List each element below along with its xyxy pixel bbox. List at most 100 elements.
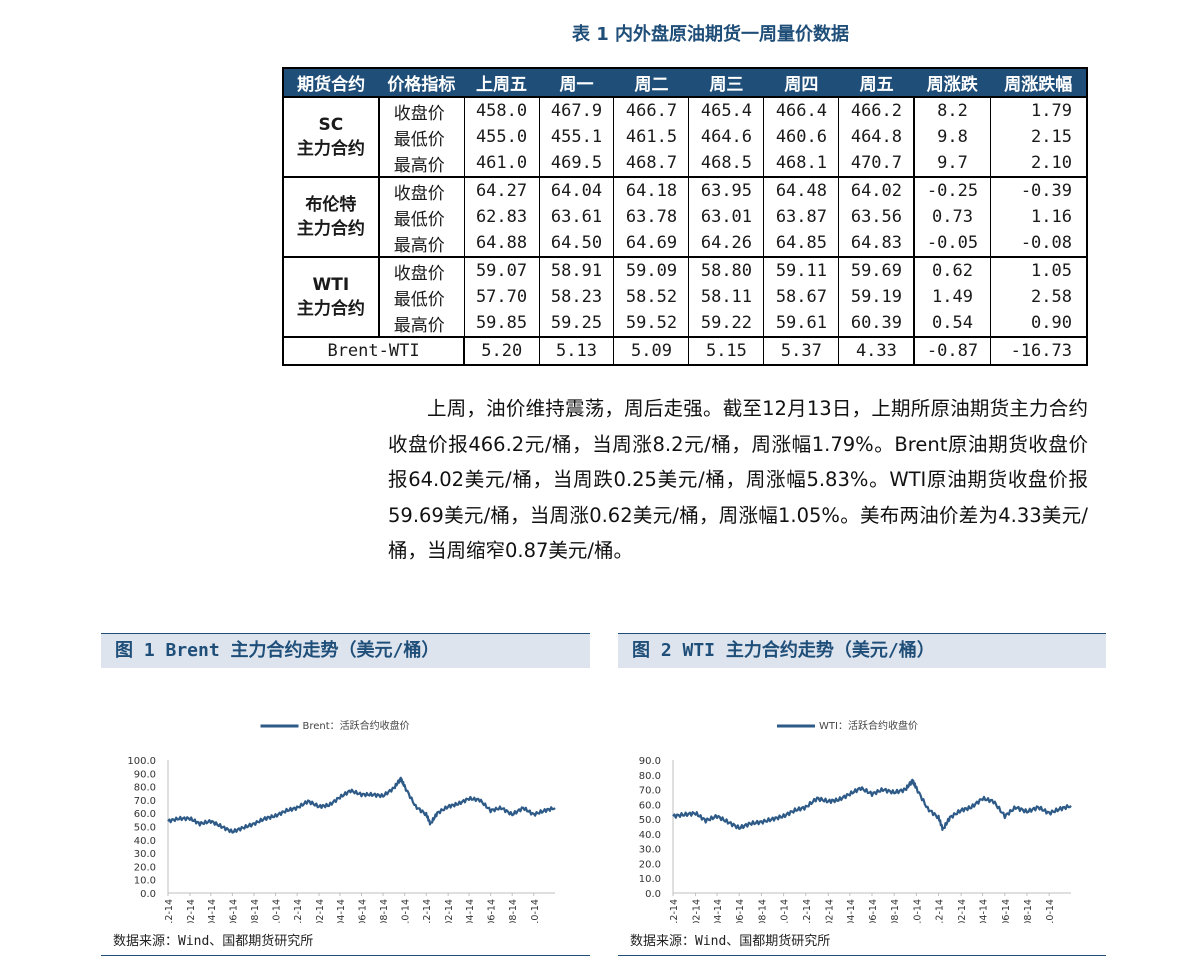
price-cell: 455.0 xyxy=(463,124,540,150)
x-tick-label: 2017-06-14 xyxy=(735,899,746,923)
change-cell: 8.2 xyxy=(913,96,991,124)
header-cell: 期货合约 xyxy=(282,67,380,98)
price-cell: 466.4 xyxy=(763,96,840,124)
table-row: 最高价 461.0 469.5 468.7 468.5 468.1 470.7 9.7 2.10 xyxy=(283,150,1088,178)
price-cell: 57.70 xyxy=(463,284,540,310)
x-tick-label: 2019-02-14 xyxy=(444,899,455,923)
change-pct-cell: 1.05 xyxy=(989,256,1088,284)
contract-name-cell: WTI 主力合约 xyxy=(282,256,380,338)
y-tick-label: 10.0 xyxy=(639,874,661,885)
change-cell: 0.73 xyxy=(913,204,991,230)
y-tick-label: 50.0 xyxy=(639,815,661,826)
series-line-0 xyxy=(167,776,556,834)
brent-line-chart: Brent：活跃合约收盘价 100.0 90.0 80.0 70.0 60.0 50.0 40… xyxy=(127,719,556,954)
price-cell: 63.87 xyxy=(763,204,840,230)
price-cell: 468.7 xyxy=(613,150,690,178)
spread-value-cell: 5.09 xyxy=(613,336,690,366)
contract-name-line2: 主力合约 xyxy=(296,219,365,239)
x-tick-label: 2017-12-14 xyxy=(293,899,304,923)
legend-label: WTI：活跃合约收盘价 xyxy=(819,719,918,732)
table-header-row: 期货合约 价格指标 上周五 周一 周二 周三 周四 周五 周涨跌 周涨跌幅 xyxy=(282,67,1088,98)
indicator-cell: 最高价 xyxy=(378,310,465,338)
figure-source: 数据来源：Wind、国都期货研究所 xyxy=(630,934,831,949)
price-cell: 59.11 xyxy=(763,256,840,284)
price-cell: 64.50 xyxy=(538,230,615,258)
y-tick-label: 20.0 xyxy=(134,862,156,873)
price-cell: 467.9 xyxy=(538,96,615,124)
price-cell: 59.52 xyxy=(613,310,690,338)
table-row: 最高价 64.88 64.50 64.69 64.26 64.85 64.83 -0.05 -0… xyxy=(283,230,1088,258)
price-cell: 59.09 xyxy=(613,256,690,284)
x-tick-label: 2018-08-14 xyxy=(379,899,390,923)
x-tick-label: 2017-12-14 xyxy=(802,899,813,923)
x-tick-label: 2017-06-14 xyxy=(228,899,239,923)
price-cell: 464.6 xyxy=(688,124,765,150)
figure-divider xyxy=(618,955,1106,956)
price-cell: 63.01 xyxy=(688,204,765,230)
x-tick-label: 2019-02-14 xyxy=(957,899,968,923)
price-cell: 58.91 xyxy=(538,256,615,284)
spread-value-cell: 5.37 xyxy=(763,336,840,366)
x-tick-label: 2019-10-14 xyxy=(1045,899,1056,923)
change-cell: 0.54 xyxy=(913,310,991,338)
y-tick-label: 100.0 xyxy=(127,756,156,767)
price-cell: 59.69 xyxy=(838,256,915,284)
y-tick-label: 10.0 xyxy=(134,876,156,887)
header-cell: 周三 xyxy=(688,67,765,98)
header-cell: 价格指标 xyxy=(378,67,465,98)
table-row: 最低价 57.70 58.23 58.52 58.11 58.67 59.19 1.49 2.5… xyxy=(283,284,1088,310)
indicator-cell: 最低价 xyxy=(378,284,465,310)
price-cell: 455.1 xyxy=(538,124,615,150)
indicator-cell: 最低价 xyxy=(378,204,465,230)
wti-line-chart: WTI：活跃合约收盘价 90.0 80.0 70.0 60.0 50.0 40.0 30.0 2… xyxy=(639,719,1072,954)
x-tick-label: 2017-02-14 xyxy=(186,899,197,923)
indicator-cell: 最高价 xyxy=(378,150,465,178)
price-cell: 64.48 xyxy=(763,176,840,204)
price-cell: 469.5 xyxy=(538,150,615,178)
price-cell: 468.5 xyxy=(688,150,765,178)
indicator-cell: 收盘价 xyxy=(378,176,465,204)
table-row: WTI 主力合约 收盘价 59.07 58.91 59.09 58.80 59.11 59.69… xyxy=(282,256,1088,338)
change-pct-cell: 2.15 xyxy=(989,124,1088,150)
table-caption: 表 1 内外盘原油期货一周量价数据 xyxy=(571,24,850,45)
price-cell: 59.85 xyxy=(463,310,540,338)
price-cell: 59.61 xyxy=(763,310,840,338)
price-cell: 64.26 xyxy=(688,230,765,258)
x-tick-label: 2019-06-14 xyxy=(487,899,498,923)
header-cell: 周涨跌 xyxy=(913,67,991,98)
contract-name-cell: SC 主力合约 xyxy=(282,96,380,178)
y-tick-label: 80.0 xyxy=(639,771,661,782)
price-cell: 464.8 xyxy=(838,124,915,150)
change-cell: 9.7 xyxy=(913,150,991,178)
x-tick-label: 2018-04-14 xyxy=(336,899,347,923)
x-tick-label: 2017-02-14 xyxy=(692,899,703,923)
y-tick-label: 70.0 xyxy=(639,786,661,797)
price-cell: 64.83 xyxy=(838,230,915,258)
figure-wti: 图 2 WTI 主力合约走势（美元/桶） WTI：活跃合约收盘价 90.0 80.0… xyxy=(618,633,1106,956)
indicator-cell: 收盘价 xyxy=(378,96,465,124)
price-cell: 58.11 xyxy=(688,284,765,310)
contract-name-line2: 主力合约 xyxy=(296,139,365,159)
header-cell: 上周五 xyxy=(463,67,540,98)
price-cell: 461.0 xyxy=(463,150,540,178)
indicator-cell: 收盘价 xyxy=(378,256,465,284)
table-row: SC 主力合约 收盘价 458.0 467.9 466.7 465.4 466.4 466.2 8… xyxy=(282,96,1088,178)
price-cell: 461.5 xyxy=(613,124,690,150)
x-tick-label: 2018-12-14 xyxy=(935,899,946,923)
x-tick-label: 2019-04-14 xyxy=(979,899,990,923)
change-cell: 1.49 xyxy=(913,284,991,310)
y-tick-label: 0.0 xyxy=(140,889,156,900)
change-cell: 0.62 xyxy=(913,256,991,284)
x-tick-label: 2018-10-14 xyxy=(912,899,923,923)
header-cell: 周涨跌幅 xyxy=(989,67,1088,98)
x-tick-label: 2018-10-14 xyxy=(401,899,412,923)
price-cell: 466.2 xyxy=(838,96,915,124)
price-cell: 63.95 xyxy=(688,176,765,204)
x-tick-label: 2018-04-14 xyxy=(846,899,857,923)
price-cell: 58.52 xyxy=(613,284,690,310)
x-tick-label: 2019-10-14 xyxy=(530,899,541,923)
price-cell: 58.23 xyxy=(538,284,615,310)
figure-title: 图 1 Brent 主力合约走势（美元/桶） xyxy=(101,633,590,668)
contract-name-line1: 布伦特 xyxy=(305,195,357,215)
x-tick-label: 2019-06-14 xyxy=(1001,899,1012,923)
